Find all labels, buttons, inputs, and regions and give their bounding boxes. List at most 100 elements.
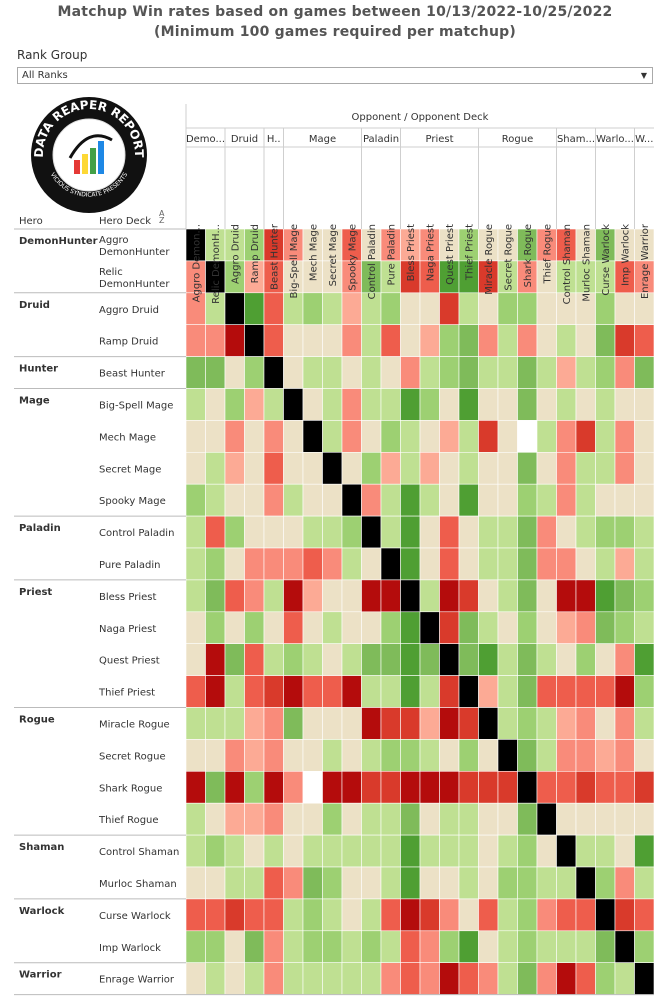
heatmap-cell[interactable] — [263, 547, 284, 581]
heatmap-cell[interactable] — [536, 866, 557, 900]
heatmap-cell[interactable] — [361, 483, 382, 517]
heatmap-cell[interactable] — [380, 739, 401, 772]
heatmap-cell[interactable] — [205, 834, 226, 868]
heatmap-cell[interactable] — [341, 675, 362, 708]
heatmap-cell[interactable] — [244, 579, 265, 613]
heatmap-cell[interactable] — [205, 579, 226, 613]
heatmap-cell[interactable] — [614, 802, 635, 836]
heatmap-cell[interactable] — [517, 611, 538, 644]
heatmap-cell[interactable] — [400, 547, 421, 581]
heatmap-cell[interactable] — [478, 834, 499, 868]
heatmap-cell[interactable] — [302, 675, 323, 708]
heatmap-cell[interactable] — [458, 388, 479, 421]
heatmap-cell[interactable] — [185, 930, 206, 963]
heatmap-cell[interactable] — [224, 866, 245, 900]
heatmap-cell[interactable] — [497, 739, 518, 772]
heatmap-cell[interactable] — [322, 420, 343, 453]
heatmap-cell[interactable] — [614, 356, 635, 389]
heatmap-cell[interactable] — [575, 643, 596, 676]
heatmap-cell[interactable] — [263, 579, 284, 613]
heatmap-cell[interactable] — [322, 292, 343, 325]
heatmap-cell[interactable] — [185, 388, 206, 421]
heatmap-cell[interactable] — [361, 611, 382, 644]
heatmap-cell[interactable] — [556, 483, 577, 517]
heatmap-cell[interactable] — [536, 643, 557, 676]
heatmap-cell[interactable] — [595, 675, 616, 708]
heatmap-cell[interactable] — [478, 930, 499, 963]
heatmap-cell[interactable] — [497, 675, 518, 708]
heatmap-cell[interactable] — [302, 515, 323, 549]
heatmap-cell[interactable] — [205, 962, 226, 995]
heatmap-cell[interactable] — [614, 898, 635, 932]
heatmap-cell[interactable] — [400, 739, 421, 772]
heatmap-cell[interactable] — [614, 962, 635, 995]
heatmap-cell[interactable] — [380, 451, 401, 485]
heatmap-cell[interactable] — [634, 643, 655, 676]
heatmap-cell[interactable] — [458, 834, 479, 868]
heatmap-cell[interactable] — [263, 898, 284, 932]
heatmap-cell[interactable] — [419, 515, 440, 549]
heatmap-cell[interactable] — [634, 834, 655, 868]
heatmap-cell[interactable] — [224, 611, 245, 644]
heatmap-cell[interactable] — [185, 515, 206, 549]
heatmap-cell[interactable] — [536, 483, 557, 517]
heatmap-cell[interactable] — [283, 770, 304, 804]
heatmap-cell[interactable] — [244, 611, 265, 644]
heatmap-cell[interactable] — [185, 707, 206, 740]
heatmap-cell[interactable] — [224, 356, 245, 389]
heatmap-cell[interactable] — [361, 420, 382, 453]
heatmap-cell[interactable] — [400, 643, 421, 676]
heatmap-cell[interactable] — [478, 292, 499, 325]
heatmap-cell[interactable] — [224, 898, 245, 932]
heatmap-cell[interactable] — [458, 739, 479, 772]
heatmap-cell[interactable] — [556, 866, 577, 900]
heatmap-cell[interactable] — [536, 451, 557, 485]
heatmap-cell[interactable] — [224, 770, 245, 804]
heatmap-cell[interactable] — [634, 515, 655, 549]
heatmap-cell[interactable] — [283, 707, 304, 740]
heatmap-cell[interactable] — [185, 420, 206, 453]
heatmap-cell[interactable] — [185, 802, 206, 836]
heatmap-cell[interactable] — [458, 802, 479, 836]
heatmap-cell[interactable] — [263, 420, 284, 453]
heatmap-cell[interactable] — [595, 643, 616, 676]
heatmap-cell[interactable] — [614, 451, 635, 485]
heatmap-cell[interactable] — [497, 962, 518, 995]
heatmap-cell[interactable] — [322, 579, 343, 613]
heatmap-cell[interactable] — [302, 292, 323, 325]
heatmap-cell[interactable] — [361, 739, 382, 772]
heatmap-cell[interactable] — [517, 898, 538, 932]
heatmap-cell[interactable] — [419, 451, 440, 485]
heatmap-cell[interactable] — [244, 739, 265, 772]
heatmap-cell[interactable] — [478, 579, 499, 613]
heatmap-cell[interactable] — [322, 356, 343, 389]
heatmap-cell[interactable] — [283, 611, 304, 644]
heatmap-cell[interactable] — [458, 643, 479, 676]
heatmap-cell[interactable] — [478, 547, 499, 581]
heatmap-cell[interactable] — [556, 739, 577, 772]
heatmap-cell[interactable] — [458, 547, 479, 581]
heatmap-cell[interactable] — [205, 675, 226, 708]
heatmap-cell[interactable] — [634, 739, 655, 772]
heatmap-cell[interactable] — [497, 643, 518, 676]
heatmap-cell[interactable] — [400, 675, 421, 708]
heatmap-cell[interactable] — [634, 707, 655, 740]
heatmap-cell[interactable] — [614, 483, 635, 517]
heatmap-cell[interactable] — [283, 420, 304, 453]
heatmap-cell[interactable] — [575, 579, 596, 613]
heatmap-cell[interactable] — [614, 866, 635, 900]
heatmap-cell[interactable] — [556, 707, 577, 740]
heatmap-cell[interactable] — [263, 451, 284, 485]
heatmap-cell[interactable] — [478, 324, 499, 357]
heatmap-cell[interactable] — [458, 611, 479, 644]
heatmap-cell[interactable] — [517, 388, 538, 421]
heatmap-cell[interactable] — [595, 579, 616, 613]
heatmap-cell[interactable] — [341, 324, 362, 357]
heatmap-cell[interactable] — [322, 739, 343, 772]
heatmap-cell[interactable] — [595, 707, 616, 740]
heatmap-cell[interactable] — [205, 930, 226, 963]
heatmap-cell[interactable] — [263, 292, 284, 325]
heatmap-cell[interactable] — [478, 483, 499, 517]
heatmap-cell[interactable] — [517, 483, 538, 517]
